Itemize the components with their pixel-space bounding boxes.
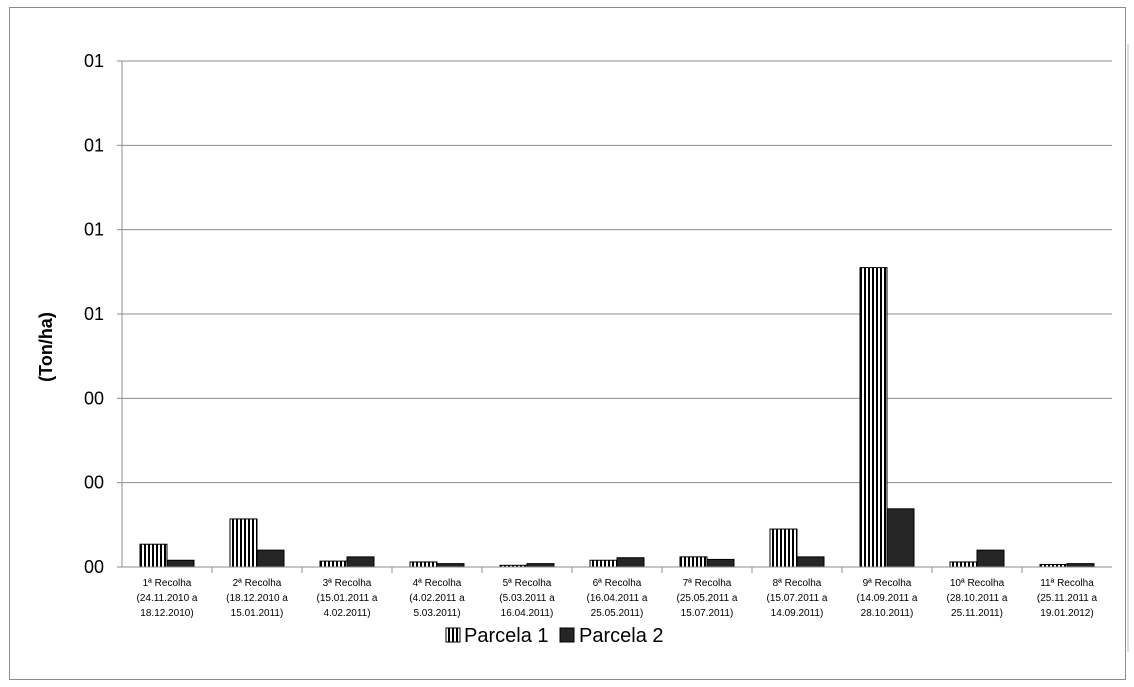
legend-label-parcela-2: Parcela 2 (579, 625, 664, 647)
y-tick-labels: 00 00 00 01 01 01 01 (84, 51, 104, 577)
bar-parcela-1 (589, 559, 618, 568)
bar-parcela-2 (886, 508, 915, 568)
category-labels: 1ª Recolha (24.11.2010 a 18.12.2010) 2ª Rec… (137, 578, 1098, 619)
y-axis-label: (Ton/ha) (36, 312, 56, 382)
bar-parcela-1 (409, 561, 438, 568)
x-category-label: 11ª Recolha (25.11.2011 a 19.01.2012) (1037, 578, 1098, 619)
bar-parcela-1 (229, 518, 258, 568)
bar-parcela-1 (139, 543, 168, 568)
legend-swatch-parcela-2 (559, 627, 575, 643)
chart-frame (9, 7, 1126, 680)
x-category-label: 2ª Recolha (18.12.2010 a 15.01.2011) (226, 578, 288, 619)
bar-parcela-2 (436, 563, 465, 568)
bar-parcela-2 (706, 558, 735, 568)
bar-parcela-2 (256, 549, 285, 568)
y-tick-label: 01 (84, 51, 104, 71)
legend-swatch-parcela-1 (445, 627, 461, 643)
bar-parcela-1 (769, 528, 798, 568)
x-category-label: 8ª Recolha (15.07.2011 a 14.09.2011) (767, 578, 828, 619)
legend: Parcela 1 Parcela 2 (445, 625, 664, 647)
axes (121, 61, 1112, 573)
bar-parcela-2 (976, 549, 1005, 568)
x-category-label: 6ª Recolha (16.04.2011 a 25.05.2011) (587, 578, 648, 619)
x-category-label: 9ª Recolha (14.09.2011 a 28.10.2011) (857, 578, 918, 619)
x-category-label: 5ª Recolha (5.03.2011 a 16.04.2011) (499, 578, 555, 619)
y-tick-label: 01 (84, 220, 104, 240)
legend-label-parcela-1: Parcela 1 (464, 625, 549, 647)
x-category-label: 10ª Recolha (28.10.2011 a 25.11.2011) (947, 578, 1008, 619)
y-tick-label: 01 (84, 135, 104, 155)
y-tick-label: 00 (84, 473, 104, 493)
y-tick-label: 00 (84, 388, 104, 408)
y-tick-label: 01 (84, 304, 104, 324)
bar-parcela-1 (949, 561, 978, 568)
bar-parcela-2 (796, 556, 825, 568)
x-category-label: 1ª Recolha (24.11.2010 a 18.12.2010) (137, 578, 198, 619)
y-tick-label: 00 (84, 557, 104, 577)
bars (139, 267, 1095, 568)
x-category-label: 7ª Recolha (25.05.2011 a 15.07.2011) (677, 578, 738, 619)
bar-parcela-1 (859, 267, 888, 568)
bar-parcela-1 (679, 556, 708, 568)
bar-parcela-1 (319, 560, 348, 568)
bar-parcela-2 (346, 556, 375, 568)
x-category-label: 3ª Recolha (15.01.2011 a 4.02.2011) (317, 578, 378, 619)
bar-parcela-2 (1066, 563, 1095, 568)
x-category-label: 4ª Recolha (4.02.2011 a 5.03.2011) (409, 578, 465, 619)
bar-parcela-2 (166, 559, 195, 568)
bar-parcela-2 (526, 563, 555, 568)
bar-parcela-2 (616, 557, 645, 568)
gridlines (117, 60, 1112, 568)
